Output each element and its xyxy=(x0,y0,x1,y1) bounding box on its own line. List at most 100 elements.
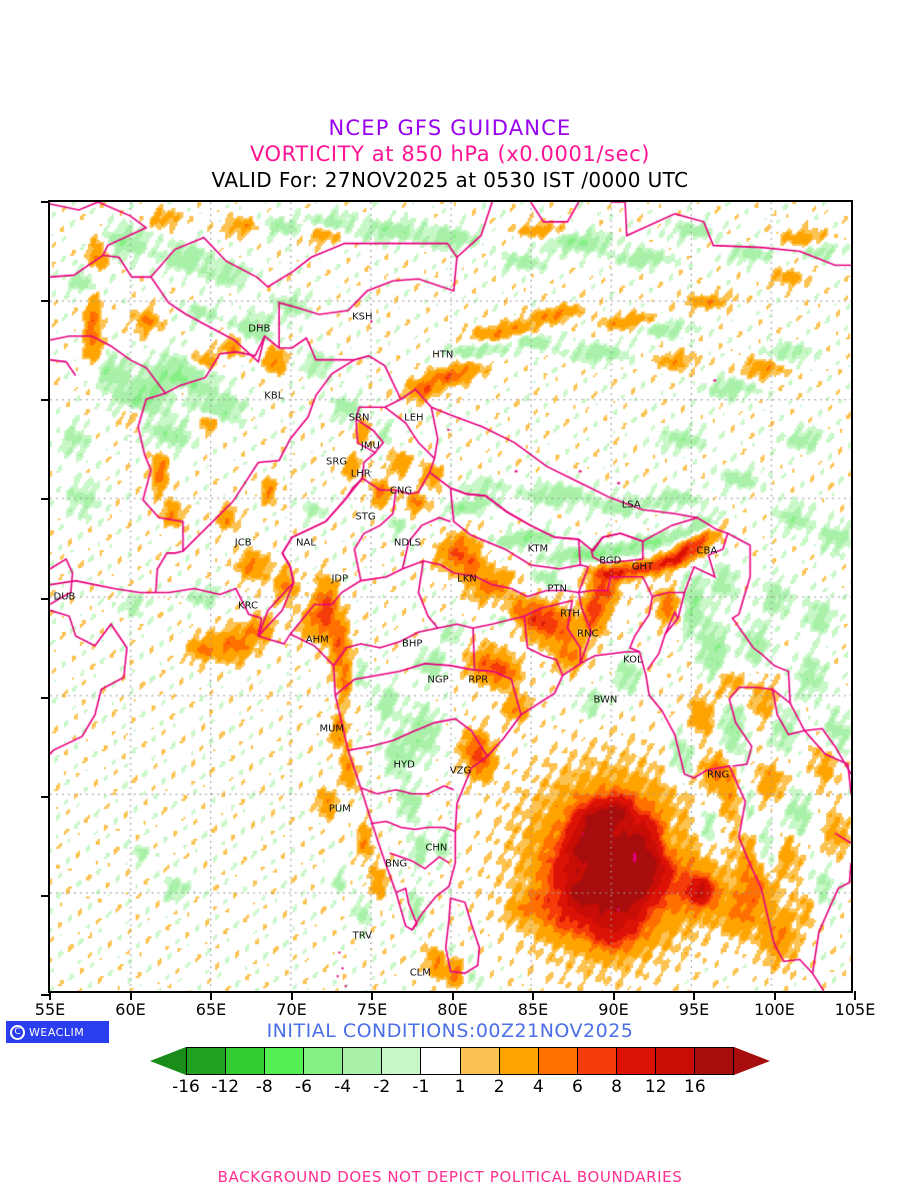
city-label: NDLS xyxy=(393,537,421,549)
y-axis-tick-mark xyxy=(41,201,50,203)
city-label: CNG xyxy=(389,485,413,497)
colorbar-arrow-right-icon xyxy=(734,1047,770,1075)
city-label: CBA xyxy=(696,545,718,557)
city-label: JDP xyxy=(331,573,349,585)
disclaimer-note: BACKGROUND DOES NOT DEPICT POLITICAL BOU… xyxy=(217,1168,683,1186)
colorbar-segment xyxy=(343,1048,383,1074)
city-label: LKN xyxy=(457,573,477,585)
city-label: KBL xyxy=(264,390,284,402)
city-label: KTM xyxy=(527,543,549,555)
x-axis-tick-label: 75E xyxy=(356,1000,388,1019)
x-axis-tick-mark xyxy=(693,991,695,1000)
colorbar-tick-label: 8 xyxy=(611,1077,622,1097)
colorbar-tick-label: -2 xyxy=(373,1077,391,1097)
city-label: NGP xyxy=(427,674,449,686)
colorbar-arrow-left-icon xyxy=(150,1047,186,1075)
colorbar-segment xyxy=(577,1048,617,1074)
x-axis-tick-label: 80E xyxy=(437,1000,468,1019)
valid-time-label: VALID For: 27NOV2025 at 0530 IST /0000 U… xyxy=(211,168,689,192)
city-label: PUM xyxy=(328,803,351,815)
colorbar: -16 -12 -8 -6 -4 -2 -1 1 2 4 6 8 12 16 xyxy=(150,1047,770,1107)
city-label: RNG xyxy=(707,769,730,781)
city-label: BWN xyxy=(593,694,618,706)
colorbar-tick-label: 1 xyxy=(454,1077,466,1097)
city-label: BHP xyxy=(402,638,423,650)
city-label: SRN xyxy=(348,412,370,424)
colorbar-tick-label: -1 xyxy=(412,1077,430,1097)
colorbar-segments xyxy=(186,1047,734,1075)
x-axis-tick-label: 85E xyxy=(517,1000,549,1019)
copyright-icon: C xyxy=(10,1024,25,1040)
x-axis-tick-mark xyxy=(49,991,51,1000)
x-axis-tick-label: 60E xyxy=(115,1000,146,1019)
x-axis-tick-label: 100E xyxy=(754,1000,795,1019)
city-label: LHR xyxy=(350,468,371,480)
y-axis-tick-mark xyxy=(41,498,50,501)
x-axis-tick-mark xyxy=(612,991,615,1000)
colorbar-segment xyxy=(382,1048,422,1074)
x-axis-tick-label: 90E xyxy=(598,1000,629,1019)
colorbar-segment xyxy=(695,1048,734,1074)
city-label: CLM xyxy=(409,967,431,979)
colorbar-segment xyxy=(499,1048,539,1074)
city-label: LEH xyxy=(404,412,424,424)
map-plot-frame: 45N40N35N30N25N20N15N10N5N55E60E65E70E75… xyxy=(35,200,875,1019)
city-label: KRC xyxy=(238,600,259,612)
city-label: HTN xyxy=(432,349,454,361)
colorbar-tick-label: -4 xyxy=(334,1077,352,1097)
city-label: RPR xyxy=(468,674,489,686)
colorbar-tick-label: 16 xyxy=(684,1077,706,1097)
x-axis-tick-mark xyxy=(210,991,212,1000)
colorbar-segment xyxy=(655,1048,696,1074)
colorbar-segment xyxy=(226,1048,266,1074)
city-label: MUM xyxy=(319,723,345,735)
colorbar-segment xyxy=(304,1048,344,1074)
x-axis-tick-mark xyxy=(773,991,776,1000)
city-label: DHB xyxy=(248,323,271,335)
colorbar-tick-label: -6 xyxy=(294,1077,312,1097)
colorbar-segment xyxy=(187,1048,227,1074)
title-block: NCEP GFS GUIDANCE VORTICITY at 850 hPa (… xyxy=(0,115,900,193)
city-label: TRV xyxy=(352,930,373,942)
x-axis-tick-label: 65E xyxy=(195,1000,227,1019)
weaclim-logo: C WEACLIM xyxy=(6,1021,109,1043)
colorbar-tick-label: -8 xyxy=(255,1077,273,1097)
colorbar-segment xyxy=(538,1048,578,1074)
city-label: JCB xyxy=(234,537,252,549)
y-axis-tick-mark xyxy=(41,597,50,600)
city-label: VZG xyxy=(449,765,472,777)
x-axis-tick-label: 55E xyxy=(34,1000,66,1019)
city-label: CHN xyxy=(425,842,448,854)
x-axis-tick-mark xyxy=(371,991,373,1000)
y-axis-tick-mark xyxy=(41,399,50,402)
page-title: NCEP GFS GUIDANCE xyxy=(328,116,572,140)
colorbar-tick-label: 2 xyxy=(493,1077,505,1097)
y-axis-tick-mark xyxy=(41,300,50,303)
city-label: RTH xyxy=(560,608,580,620)
x-axis-tick-mark xyxy=(290,991,293,1000)
city-label: NAL xyxy=(296,537,316,549)
x-axis-tick-mark xyxy=(532,991,534,1000)
page-subtitle: VORTICITY at 850 hPa (x0.0001/sec) xyxy=(249,142,651,166)
colorbar-tick-label: 6 xyxy=(572,1077,583,1097)
initial-conditions-label: INITIAL CONDITIONS:00Z21NOV2025 xyxy=(266,1020,634,1042)
y-axis-tick-mark xyxy=(41,696,50,699)
x-axis-tick-mark xyxy=(451,991,454,1000)
x-axis-tick-mark xyxy=(129,991,132,1000)
city-label: KSH xyxy=(352,311,373,323)
city-label: RNC xyxy=(577,628,599,640)
colorbar-segment xyxy=(460,1048,500,1074)
city-label: JMU xyxy=(360,440,380,452)
y-axis-tick-mark xyxy=(41,795,50,798)
x-axis-tick-label: 105E xyxy=(834,1000,876,1019)
city-label: DUB xyxy=(53,591,76,603)
colorbar-segment xyxy=(265,1048,305,1074)
x-axis-tick-label: 70E xyxy=(276,1000,307,1019)
city-label: HYD xyxy=(393,759,415,771)
colorbar-segment xyxy=(616,1048,656,1074)
vorticity-heatmap-canvas xyxy=(50,202,851,991)
city-label: KOL xyxy=(623,654,643,666)
city-label: BGD xyxy=(599,555,622,567)
colorbar-tick-label: -12 xyxy=(211,1077,240,1097)
weaclim-logo-text: WEACLIM xyxy=(29,1025,85,1039)
